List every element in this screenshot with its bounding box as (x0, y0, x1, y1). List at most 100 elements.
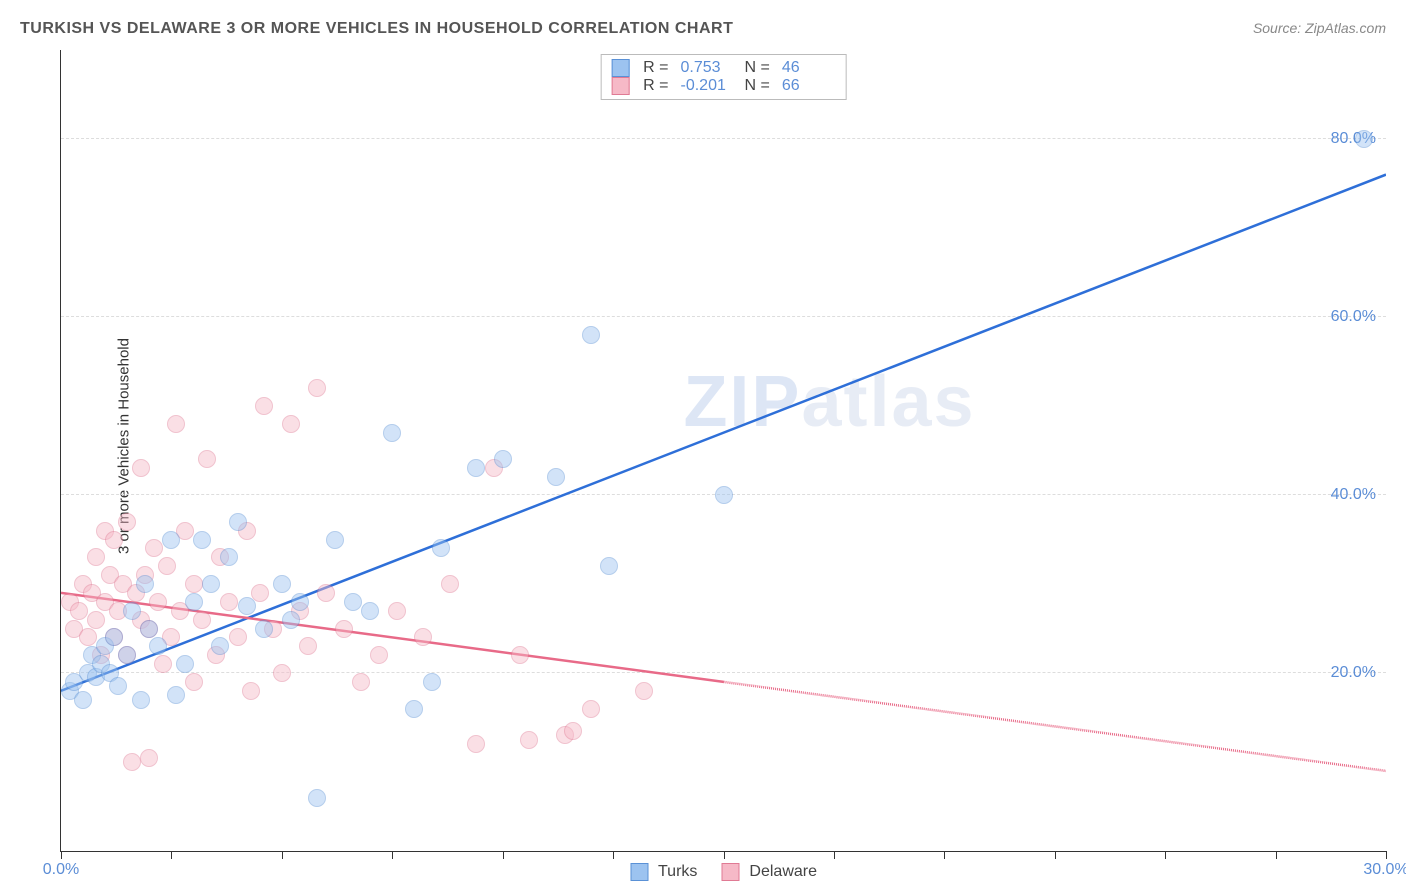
chart-title: TURKISH VS DELAWARE 3 OR MORE VEHICLES I… (20, 20, 733, 38)
series-legend: Turks Delaware (630, 863, 817, 881)
data-point-turks (118, 646, 136, 664)
series-label-delaware: Delaware (749, 863, 817, 881)
x-tick (392, 851, 393, 859)
data-point-turks (715, 486, 733, 504)
x-tick (834, 851, 835, 859)
x-tick (1276, 851, 1277, 859)
data-point-turks (383, 424, 401, 442)
trend-line-turks (61, 175, 1386, 691)
n-label: N = (745, 59, 770, 77)
data-point-turks (220, 548, 238, 566)
data-point-turks (211, 637, 229, 655)
x-tick-label: 30.0% (1363, 861, 1406, 879)
data-point-delaware (308, 379, 326, 397)
data-point-turks (361, 602, 379, 620)
x-tick (724, 851, 725, 859)
data-point-delaware (167, 415, 185, 433)
data-point-turks (105, 628, 123, 646)
data-point-delaware (123, 753, 141, 771)
r-label: R = (643, 59, 668, 77)
r-value-turks: 0.753 (681, 59, 735, 77)
data-point-delaware (255, 397, 273, 415)
data-point-delaware (511, 646, 529, 664)
x-tick (61, 851, 62, 859)
data-point-delaware (582, 700, 600, 718)
x-tick (503, 851, 504, 859)
data-point-delaware (467, 735, 485, 753)
gridline (61, 316, 1386, 317)
data-point-turks (136, 575, 154, 593)
swatch-delaware (611, 77, 629, 95)
x-tick (1165, 851, 1166, 859)
series-label-turks: Turks (658, 863, 697, 881)
data-point-delaware (79, 628, 97, 646)
x-tick (613, 851, 614, 859)
x-tick (171, 851, 172, 859)
data-point-turks (238, 597, 256, 615)
data-point-delaware (242, 682, 260, 700)
data-point-delaware (635, 682, 653, 700)
n-value-delaware: 66 (782, 77, 836, 95)
data-point-turks (255, 620, 273, 638)
x-tick-label: 0.0% (43, 861, 79, 879)
gridline (61, 138, 1386, 139)
data-point-delaware (149, 593, 167, 611)
data-point-turks (185, 593, 203, 611)
data-point-turks (494, 450, 512, 468)
data-point-delaware (229, 628, 247, 646)
data-point-delaware (317, 584, 335, 602)
data-point-delaware (441, 575, 459, 593)
n-label: N = (745, 77, 770, 95)
legend-item-turks: Turks (630, 863, 697, 881)
legend-row-delaware: R = -0.201 N = 66 (611, 77, 836, 95)
x-tick (944, 851, 945, 859)
data-point-delaware (193, 611, 211, 629)
data-point-turks (123, 602, 141, 620)
data-point-turks (132, 691, 150, 709)
r-value-delaware: -0.201 (681, 77, 735, 95)
data-point-turks (109, 677, 127, 695)
legend-item-delaware: Delaware (721, 863, 817, 881)
data-point-turks (162, 531, 180, 549)
data-point-delaware (185, 575, 203, 593)
data-point-delaware (370, 646, 388, 664)
data-point-turks (273, 575, 291, 593)
data-point-turks (467, 459, 485, 477)
data-point-turks (547, 468, 565, 486)
data-point-turks (432, 539, 450, 557)
data-point-delaware (132, 459, 150, 477)
data-point-delaware (414, 628, 432, 646)
data-point-delaware (299, 637, 317, 655)
data-point-delaware (158, 557, 176, 575)
data-point-turks (282, 611, 300, 629)
swatch-turks (611, 59, 629, 77)
source-attribution: Source: ZipAtlas.com (1253, 20, 1386, 36)
data-point-delaware (251, 584, 269, 602)
data-point-delaware (335, 620, 353, 638)
data-point-delaware (388, 602, 406, 620)
chart-plot-area: ZIPatlas 20.0%40.0%60.0%80.0% 0.0%30.0% … (60, 50, 1386, 852)
data-point-delaware (352, 673, 370, 691)
x-tick (1386, 851, 1387, 859)
data-point-turks (74, 691, 92, 709)
watermark: ZIPatlas (683, 361, 975, 443)
data-point-delaware (145, 539, 163, 557)
data-point-turks (193, 531, 211, 549)
data-point-turks (423, 673, 441, 691)
data-point-turks (600, 557, 618, 575)
data-point-turks (149, 637, 167, 655)
data-point-turks (202, 575, 220, 593)
data-point-delaware (87, 611, 105, 629)
data-point-delaware (70, 602, 88, 620)
swatch-turks (630, 863, 648, 881)
data-point-delaware (198, 450, 216, 468)
data-point-turks (326, 531, 344, 549)
y-tick-label: 60.0% (1331, 308, 1376, 326)
data-point-delaware (87, 548, 105, 566)
swatch-delaware (721, 863, 739, 881)
data-point-delaware (564, 722, 582, 740)
data-point-turks (167, 686, 185, 704)
data-point-delaware (154, 655, 172, 673)
data-point-turks (582, 326, 600, 344)
data-point-delaware (118, 513, 136, 531)
